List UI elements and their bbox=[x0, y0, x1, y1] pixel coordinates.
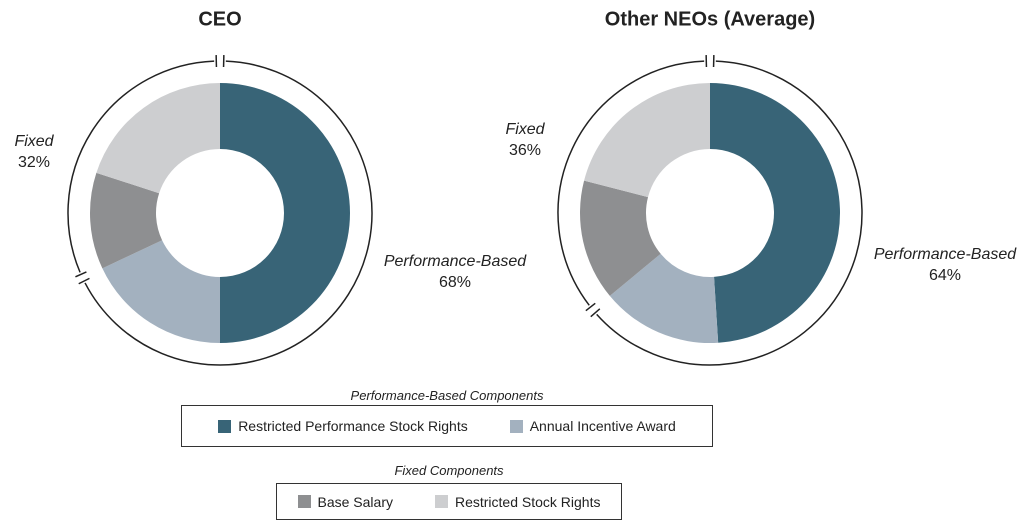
group-ring bbox=[596, 60, 863, 366]
donut-segment bbox=[584, 83, 710, 198]
legend-item: Base Salary bbox=[297, 493, 393, 510]
group-label: Performance-Based bbox=[874, 246, 1017, 263]
group-value-label: 32% bbox=[18, 154, 50, 171]
group-ring bbox=[67, 60, 215, 273]
donut-segment bbox=[102, 240, 220, 343]
ring-break bbox=[585, 302, 596, 312]
legend-title: Performance-Based Components bbox=[350, 388, 544, 403]
ring-break bbox=[75, 271, 87, 278]
group-label: Performance-Based bbox=[384, 253, 527, 270]
legend-swatch bbox=[434, 495, 448, 508]
chart-title: Other NEOs (Average) bbox=[605, 8, 815, 30]
donut-segment bbox=[580, 180, 661, 296]
group-value-label: 64% bbox=[929, 267, 961, 284]
ring-break bbox=[78, 277, 90, 285]
donut-segment bbox=[710, 83, 840, 343]
group-label: Fixed bbox=[14, 133, 54, 150]
group-ring bbox=[557, 60, 705, 306]
charts: CEO Performance-Based 68% Fixed 32% Other NEO… bbox=[14, 8, 1017, 366]
donut-segment bbox=[96, 83, 220, 194]
legend-box: Restricted Performance Stock Rights Annua… bbox=[181, 405, 713, 447]
legend-item: Restricted Performance Stock Rights bbox=[218, 418, 468, 434]
legend-title: Fixed Components bbox=[394, 463, 504, 478]
group-value-label: 36% bbox=[509, 142, 541, 159]
legend-label: Restricted Performance Stock Rights bbox=[238, 418, 468, 434]
group-value-label: 68% bbox=[439, 274, 471, 291]
legend-item: Annual Incentive Award bbox=[509, 418, 676, 434]
group-ring bbox=[84, 60, 373, 366]
legend-item: Restricted Stock Rights bbox=[434, 493, 601, 510]
chart-title: CEO bbox=[198, 8, 241, 30]
donut-segment bbox=[609, 253, 719, 343]
legend-box: Base Salary Restricted Stock Rights bbox=[276, 483, 622, 520]
legend-label: Restricted Stock Rights bbox=[454, 493, 601, 510]
ring-break bbox=[590, 308, 601, 318]
donut-segment bbox=[220, 83, 350, 343]
group-label: Fixed bbox=[505, 121, 545, 138]
legend-swatch bbox=[297, 495, 311, 508]
legend-swatch bbox=[509, 419, 523, 433]
legend-label: Base Salary bbox=[317, 493, 393, 510]
donut-segment bbox=[90, 172, 163, 269]
legend-swatch bbox=[218, 419, 232, 433]
legend-label: Annual Incentive Award bbox=[529, 418, 676, 434]
